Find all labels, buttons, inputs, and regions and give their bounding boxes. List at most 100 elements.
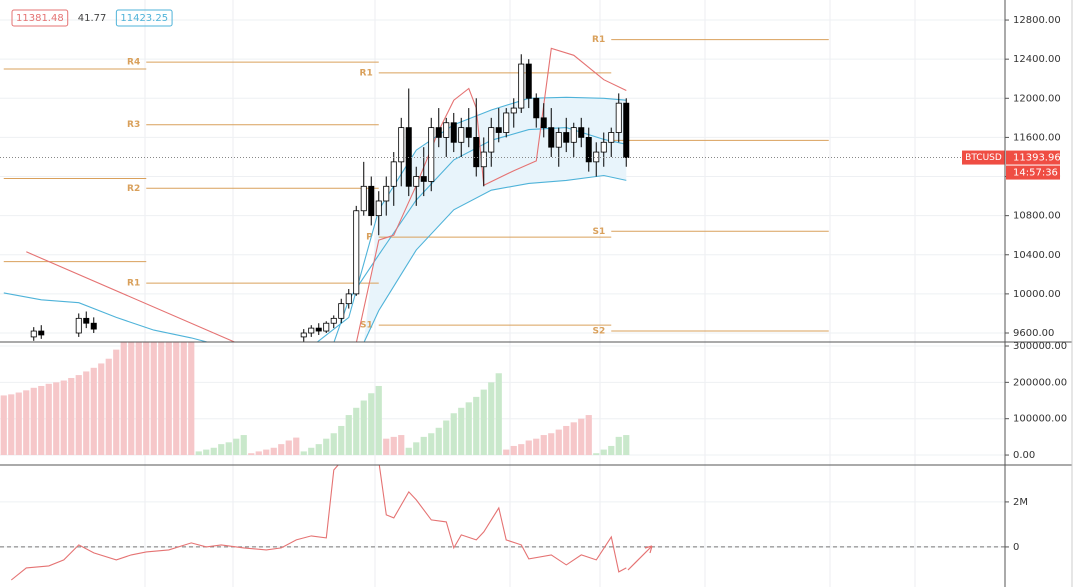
volume-bar bbox=[173, 342, 180, 456]
volume-bar bbox=[383, 438, 390, 456]
candle-body bbox=[540, 117, 547, 129]
candle-body bbox=[375, 200, 382, 217]
arrow-line bbox=[627, 545, 653, 571]
candle-body bbox=[578, 127, 585, 138]
volume-bar bbox=[150, 342, 157, 456]
volume-bar bbox=[570, 422, 577, 456]
volume-bar bbox=[38, 385, 45, 456]
volume-bar bbox=[473, 396, 480, 456]
volume-bar bbox=[135, 342, 142, 456]
candle-body bbox=[315, 327, 322, 332]
candle-body bbox=[428, 127, 435, 182]
candle-body bbox=[533, 97, 540, 119]
pivot-label: R2 bbox=[127, 184, 140, 194]
y-tick-label: 12000.00 bbox=[1013, 93, 1061, 104]
volume-bar bbox=[113, 349, 120, 456]
indicator-line bbox=[26, 47, 627, 342]
candle-body bbox=[600, 141, 607, 153]
volume-bar bbox=[405, 447, 412, 456]
pivot-label: S1 bbox=[593, 227, 606, 237]
y-tick-label: 100000.00 bbox=[1013, 414, 1067, 425]
y-tick-label: 300000.00 bbox=[1013, 341, 1067, 352]
countdown-badge bbox=[1006, 165, 1060, 180]
volume-bar bbox=[120, 342, 127, 456]
pivot-label: R3 bbox=[127, 120, 140, 130]
volume-bar bbox=[285, 440, 292, 456]
candle-body bbox=[615, 102, 622, 133]
volume-bar bbox=[143, 342, 150, 456]
volume-pane bbox=[0, 342, 1005, 456]
volume-bar bbox=[293, 437, 300, 456]
volume-bar bbox=[105, 358, 112, 456]
volume-bar bbox=[23, 390, 30, 456]
volume-bar bbox=[450, 413, 457, 456]
y-tick-label: 0 bbox=[1013, 542, 1019, 553]
volume-bar bbox=[60, 380, 67, 456]
volume-bar bbox=[315, 444, 322, 456]
legend-value: 11381.48 bbox=[16, 13, 64, 24]
volume-bar bbox=[413, 442, 420, 456]
candle-body bbox=[90, 322, 97, 330]
candle-body bbox=[570, 127, 577, 143]
candle-body bbox=[413, 176, 420, 187]
y-tick-label: 10000.00 bbox=[1013, 289, 1061, 300]
candle-body bbox=[480, 151, 487, 168]
volume-bar bbox=[360, 400, 367, 456]
pivot-label: R4 bbox=[127, 58, 140, 68]
candle-body bbox=[525, 63, 532, 99]
volume-bar bbox=[435, 427, 442, 456]
pivot-label: R1 bbox=[127, 279, 140, 289]
legend-box bbox=[11, 9, 69, 27]
volume-bar bbox=[75, 375, 82, 456]
candle-body bbox=[420, 176, 427, 182]
candle-body bbox=[510, 107, 517, 114]
arrow-head bbox=[644, 545, 653, 554]
volume-bar bbox=[278, 444, 285, 456]
volume-bar bbox=[345, 415, 352, 456]
y-tick-label: 10400.00 bbox=[1013, 250, 1061, 261]
volume-bar bbox=[465, 402, 472, 456]
volume-bar bbox=[443, 420, 450, 456]
candle-body bbox=[473, 137, 480, 168]
pivot-label: R1 bbox=[592, 35, 605, 45]
candle-body bbox=[593, 151, 600, 163]
legend-value: 41.77 bbox=[78, 13, 107, 24]
candle-body bbox=[548, 127, 555, 148]
candle-body bbox=[83, 317, 90, 324]
candle-body bbox=[503, 112, 510, 133]
volume-bar bbox=[15, 392, 22, 456]
y-tick-label: 200000.00 bbox=[1013, 377, 1067, 388]
candle-body bbox=[308, 327, 315, 334]
legend-box bbox=[115, 9, 173, 27]
pivot-label: R1 bbox=[360, 68, 373, 78]
volume-bar bbox=[323, 438, 330, 456]
symbol-label: BTCUSD bbox=[965, 153, 1002, 163]
volume-bar bbox=[0, 395, 7, 456]
volume-bar bbox=[533, 438, 540, 456]
volume-bar bbox=[255, 451, 262, 456]
volume-bar bbox=[488, 382, 495, 456]
volume-bar bbox=[390, 436, 397, 456]
volume-bar bbox=[195, 451, 202, 456]
candle-body bbox=[585, 137, 592, 163]
candle-body bbox=[443, 122, 450, 138]
candle-body bbox=[518, 63, 525, 109]
volume-bar bbox=[180, 342, 187, 456]
volume-bar bbox=[158, 342, 165, 456]
volume-bar bbox=[165, 342, 172, 456]
indicator-line bbox=[363, 174, 627, 342]
volume-bar bbox=[398, 435, 405, 456]
candle-body bbox=[338, 303, 345, 319]
volume-bar bbox=[83, 371, 90, 456]
volume-bar bbox=[263, 449, 270, 456]
legend-value: 11423.25 bbox=[120, 13, 168, 24]
y-tick-label: 10800.00 bbox=[1013, 211, 1061, 222]
volume-bar bbox=[608, 445, 615, 456]
volume-bar bbox=[68, 377, 75, 456]
volume-bar bbox=[270, 447, 277, 456]
volume-bar bbox=[8, 394, 15, 456]
last-price-label: 11393.96 bbox=[1013, 153, 1061, 164]
volume-bar bbox=[248, 453, 255, 456]
candle-body bbox=[30, 330, 37, 338]
